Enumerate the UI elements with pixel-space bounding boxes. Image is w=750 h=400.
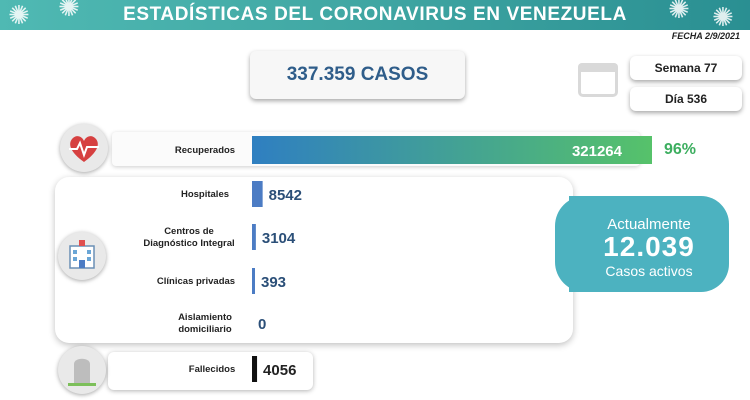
category-label-cdi: Centros de Diagnóstico Integral [143, 226, 234, 249]
category-label-hospitales: Hospitales [181, 189, 229, 200]
recovered-percentage: 96% [664, 141, 697, 158]
virus-icon: ✺ [8, 0, 30, 30]
deaths-row [108, 352, 313, 390]
category-label-clinicas: Clínicas privadas [157, 276, 235, 287]
value-label-hospitales: 8542 [269, 187, 302, 204]
hospitalized-panel [55, 177, 573, 343]
bar-hospitales [252, 181, 263, 207]
calendar-icon [578, 63, 618, 97]
gravestone-icon [58, 346, 106, 394]
value-label-fallecidos: 4056 [263, 362, 296, 379]
report-date: FECHA 2/9/2021 [671, 31, 740, 41]
active-cases-label: Casos activos [605, 263, 693, 279]
category-label-aislamiento: Aislamiento domiciliario [178, 312, 232, 335]
active-cases-panel: Actualmente 12.039 Casos activos [555, 196, 729, 292]
active-cases-value: 12.039 [603, 231, 695, 262]
hospital-icon [58, 232, 106, 280]
active-cases-caption: Actualmente [607, 216, 691, 233]
header-banner: ✺ ✺ ✺ ✺ ESTADÍSTICAS DEL CORONAVIRUS EN … [0, 0, 750, 30]
value-label-aislamiento: 0 [258, 316, 266, 333]
category-label-fallecidos: Fallecidos [189, 364, 235, 375]
day-badge: Día 536 [630, 87, 742, 111]
value-label-cdi: 3104 [262, 230, 296, 247]
virus-icon: ✺ [712, 2, 734, 32]
week-badge: Semana 77 [630, 56, 742, 80]
value-label-clinicas: 393 [261, 274, 286, 291]
virus-icon: ✺ [668, 0, 690, 24]
bar-recuperados [252, 136, 652, 164]
bar-fallecidos [252, 356, 258, 382]
virus-icon: ✺ [58, 0, 80, 22]
bar-clinicas [252, 268, 255, 294]
total-cases-badge: 337.359 CASOS [250, 51, 465, 99]
heart-pulse-icon [60, 124, 108, 172]
value-label-recuperados: 321264 [572, 143, 623, 160]
bar-cdi [252, 224, 256, 250]
page-title: ESTADÍSTICAS DEL CORONAVIRUS EN VENEZUEL… [123, 4, 627, 25]
category-label-recuperados: Recuperados [175, 145, 235, 156]
